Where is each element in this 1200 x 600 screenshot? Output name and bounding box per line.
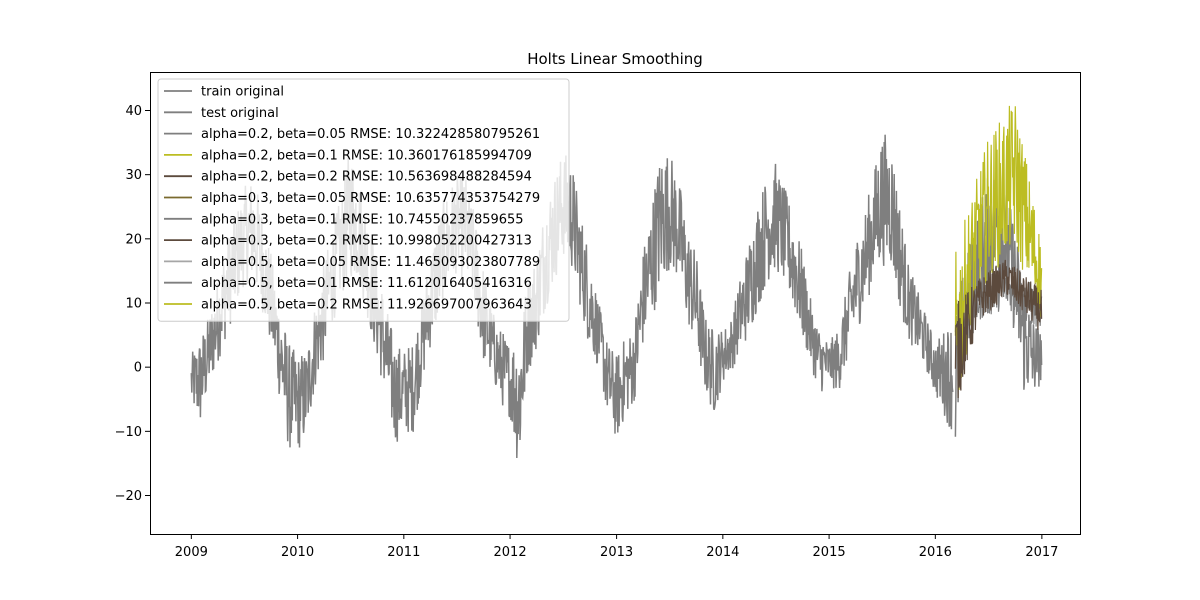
y-tick-label: −20 (115, 489, 142, 504)
legend-box (157, 78, 570, 322)
y-tick-label: 30 (125, 168, 142, 183)
y-tick-label: 20 (125, 232, 142, 247)
x-tick-label: 2010 (281, 545, 314, 560)
y-tick-label: −10 (115, 425, 142, 440)
legend-label-7: alpha=0.3, beta=0.1 RMSE: 10.74550237859… (201, 212, 524, 227)
legend-label-1: train original (201, 85, 284, 100)
series-line-5 (954, 259, 1043, 399)
axes-frame (150, 72, 1081, 535)
chart-title: Holts Linear Smoothing (527, 50, 703, 68)
legend-label-6: alpha=0.3, beta=0.05 RMSE: 10.6357743537… (201, 191, 540, 206)
plot-area (190, 105, 1043, 459)
series-line-4 (954, 105, 1043, 390)
y-tick-label: 10 (125, 297, 142, 312)
legend-label-2: test original (201, 106, 279, 121)
legend-label-8: alpha=0.3, beta=0.2 RMSE: 10.99805220042… (201, 234, 532, 249)
legend-label-5: alpha=0.2, beta=0.2 RMSE: 10.56369848828… (201, 170, 532, 185)
x-tick-label: 2013 (600, 545, 633, 560)
x-tick-label: 2014 (706, 545, 739, 560)
legend-label-3: alpha=0.2, beta=0.05 RMSE: 10.3224285807… (201, 127, 540, 142)
series-line-1 (190, 134, 954, 459)
x-tick-label: 2015 (813, 545, 846, 560)
x-tick-label: 2016 (919, 545, 952, 560)
legend-label-11: alpha=0.5, beta=0.2 RMSE: 11.92669700796… (201, 298, 532, 313)
legend: train original test original alpha=0.2, be… (157, 78, 570, 322)
legend-label-9: alpha=0.5, beta=0.05 RMSE: 11.4650930238… (201, 255, 540, 270)
legend-label-10: alpha=0.5, beta=0.1 RMSE: 11.61201640541… (201, 276, 532, 291)
y-tick-label: 0 (134, 361, 142, 376)
x-tick-label: 2017 (1025, 545, 1058, 560)
x-axis: 2009 2010 2011 2012 2013 2014 2015 2016 2017 (175, 534, 1058, 560)
legend-label-4: alpha=0.2, beta=0.1 RMSE: 10.36017618599… (201, 148, 532, 163)
x-tick-label: 2011 (387, 545, 420, 560)
x-tick-label: 2012 (494, 545, 527, 560)
y-tick-label: 40 (125, 104, 142, 119)
x-tick-label: 2009 (175, 545, 208, 560)
y-axis: −20 −10 0 10 20 30 40 (115, 104, 150, 504)
